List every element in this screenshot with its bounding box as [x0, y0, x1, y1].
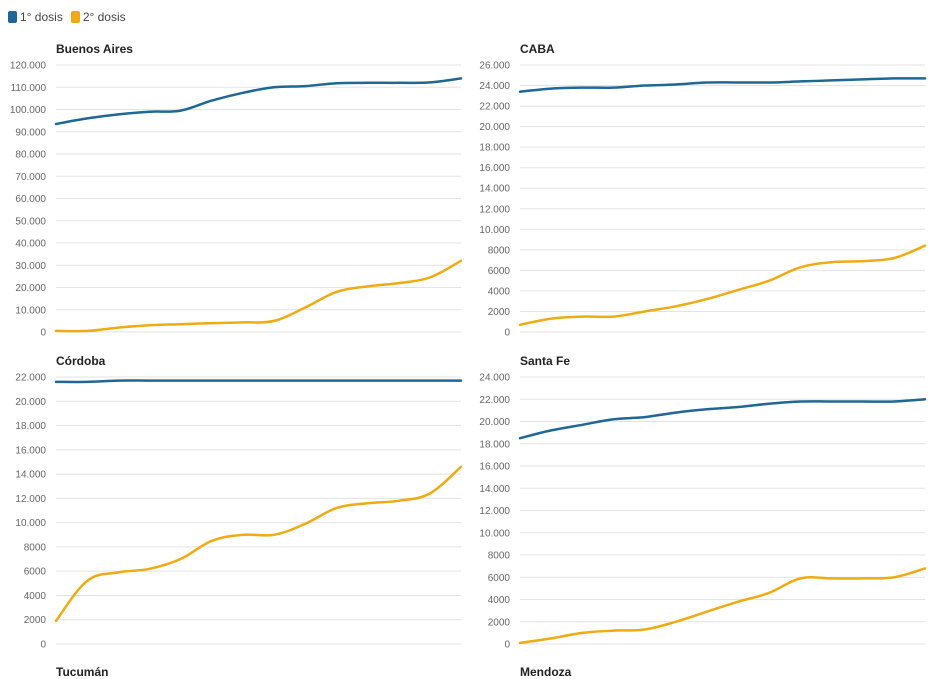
panel-title: Córdoba	[56, 354, 106, 368]
y-tick-label: 12.000	[15, 494, 46, 505]
panel-title-tucuman: Tucumán	[56, 665, 109, 679]
y-tick-label: 20.000	[479, 417, 510, 428]
panel-title: Buenos Aires	[56, 42, 133, 56]
legend-item-first-dose[interactable]: 1° dosis	[8, 10, 63, 24]
series-line-second-dose	[54, 259, 463, 333]
panel-cordoba: Córdoba 0 2000 4000 6000 8000 10.000 12.000 14.…	[0, 352, 470, 652]
panel-title: Santa Fe	[520, 354, 571, 368]
y-tick-label: 14.000	[479, 484, 510, 495]
y-tick-label: 30.000	[15, 261, 46, 272]
y-tick-label: 18.000	[479, 143, 510, 154]
chart-caba: 0 2000 4000 6000 8000 10.000 12.000 14.000 16.00…	[479, 61, 927, 339]
legend-item-second-dose[interactable]: 2° dosis	[70, 10, 126, 24]
y-tick-label: 10.000	[479, 528, 510, 539]
y-tick-label: 100.000	[10, 105, 47, 116]
y-tick-label: 40.000	[15, 239, 46, 250]
chart-cordoba: 0 2000 4000 6000 8000 10.000 12.000 14.000 16.00…	[15, 373, 463, 651]
y-tick-label: 8000	[488, 551, 511, 562]
series-line-first-dose	[518, 398, 927, 440]
y-tick-label: 22.000	[15, 373, 46, 384]
y-tick-label: 10.000	[15, 305, 46, 316]
y-tick-label: 14.000	[479, 184, 510, 195]
y-tick-label: 16.000	[479, 163, 510, 174]
y-tick-label: 10.000	[15, 518, 46, 529]
y-tick-label: 6000	[488, 266, 511, 277]
panel-caba: CABA 0 2000 4000 6000 8000 10.000 12.000 14.000…	[464, 40, 934, 340]
y-tick-label: 2000	[488, 307, 511, 318]
y-tick-label: 4000	[24, 591, 47, 602]
y-tick-label: 50.000	[15, 216, 46, 227]
legend-label-first-dose: 1° dosis	[20, 10, 63, 24]
y-tick-label: 2000	[24, 615, 47, 626]
y-tick-label: 18.000	[15, 421, 46, 432]
y-tick-label: 60.000	[15, 194, 46, 205]
y-tick-label: 24.000	[479, 81, 510, 92]
series-line-second-dose	[54, 465, 463, 623]
chart-buenos-aires: 0 10.000 20.000 30.000 40.000 50.000 60.000 70.…	[10, 61, 463, 339]
panel-title: CABA	[520, 42, 555, 56]
y-tick-label: 20.000	[15, 397, 46, 408]
y-tick-label: 12.000	[479, 204, 510, 215]
y-tick-label: 120.000	[10, 61, 47, 72]
y-tick-label: 20.000	[15, 283, 46, 294]
legend-swatch-second-dose	[70, 11, 80, 23]
y-tick-label: 0	[504, 640, 510, 651]
panel-buenos-aires: Buenos Aires 0 10.000 20.000 30.000 40.000 50…	[0, 40, 470, 340]
y-tick-label: 8000	[488, 245, 511, 256]
chart-santa-fe: 0 2000 4000 6000 8000 10.000 12.000 14.000 16.00…	[479, 373, 927, 651]
panel-santa-fe: Santa Fe 0 2000 4000 6000 8000 10.000 12.000 14…	[464, 352, 934, 652]
y-tick-label: 16.000	[479, 462, 510, 473]
y-tick-label: 0	[40, 640, 46, 651]
y-tick-label: 10.000	[479, 225, 510, 236]
series-line-first-dose	[54, 77, 463, 126]
y-tick-label: 90.000	[15, 127, 46, 138]
y-tick-label: 8000	[24, 542, 47, 553]
y-tick-label: 110.000	[11, 83, 47, 94]
y-tick-label: 20.000	[479, 122, 510, 133]
y-tick-label: 6000	[24, 567, 47, 578]
y-tick-label: 0	[40, 328, 46, 339]
series-line-second-dose	[518, 567, 927, 645]
legend-swatch-first-dose	[8, 11, 17, 23]
y-tick-label: 22.000	[479, 102, 510, 113]
y-tick-label: 2000	[488, 617, 511, 628]
y-tick-label: 14.000	[15, 470, 46, 481]
panel-title-mendoza: Mendoza	[520, 665, 572, 679]
series-line-second-dose	[518, 244, 927, 327]
y-tick-label: 80.000	[15, 150, 46, 161]
y-tick-label: 0	[504, 328, 510, 339]
y-tick-label: 70.000	[15, 172, 46, 183]
series-line-first-dose	[54, 379, 463, 384]
y-tick-label: 12.000	[479, 506, 510, 517]
legend-label-second-dose: 2° dosis	[82, 10, 126, 24]
y-tick-label: 6000	[488, 573, 511, 584]
y-tick-label: 4000	[488, 286, 511, 297]
y-tick-label: 22.000	[479, 395, 510, 406]
legend: 1° dosis 2° dosis	[8, 10, 126, 24]
y-tick-label: 18.000	[479, 439, 510, 450]
series-line-first-dose	[518, 77, 927, 93]
y-tick-label: 26.000	[479, 61, 510, 72]
y-tick-label: 24.000	[479, 373, 510, 384]
y-tick-label: 4000	[488, 595, 511, 606]
y-tick-label: 16.000	[15, 445, 46, 456]
